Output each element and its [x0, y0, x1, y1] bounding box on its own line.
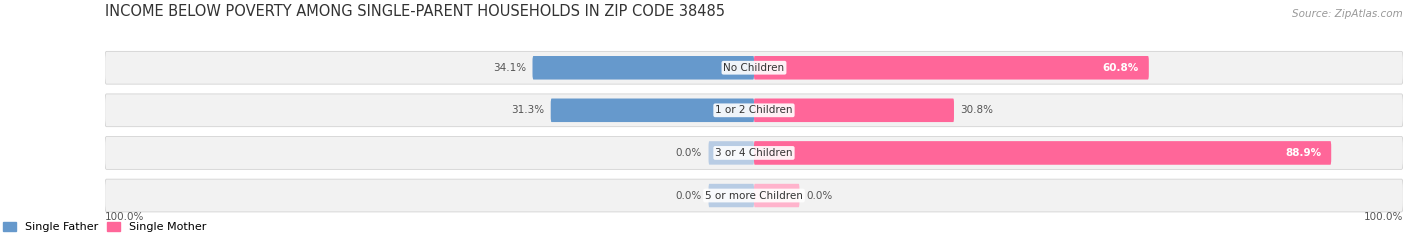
Text: No Children: No Children — [724, 63, 785, 73]
Text: INCOME BELOW POVERTY AMONG SINGLE-PARENT HOUSEHOLDS IN ZIP CODE 38485: INCOME BELOW POVERTY AMONG SINGLE-PARENT… — [105, 4, 724, 19]
FancyBboxPatch shape — [533, 56, 754, 79]
Text: Source: ZipAtlas.com: Source: ZipAtlas.com — [1292, 9, 1403, 19]
Text: 100.0%: 100.0% — [1364, 212, 1403, 222]
FancyBboxPatch shape — [754, 141, 1331, 165]
FancyBboxPatch shape — [105, 137, 1403, 169]
FancyBboxPatch shape — [105, 51, 1403, 84]
Text: 30.8%: 30.8% — [960, 105, 994, 115]
FancyBboxPatch shape — [754, 56, 1149, 79]
FancyBboxPatch shape — [551, 99, 754, 122]
FancyBboxPatch shape — [105, 94, 1403, 127]
FancyBboxPatch shape — [533, 56, 754, 79]
FancyBboxPatch shape — [754, 56, 1149, 79]
Text: 0.0%: 0.0% — [806, 191, 832, 201]
Text: 5 or more Children: 5 or more Children — [704, 191, 803, 201]
Legend: Single Father, Single Mother: Single Father, Single Mother — [3, 222, 207, 233]
Text: 31.3%: 31.3% — [512, 105, 544, 115]
Text: 0.0%: 0.0% — [676, 148, 702, 158]
FancyBboxPatch shape — [754, 141, 1331, 165]
FancyBboxPatch shape — [754, 99, 953, 122]
Text: 0.0%: 0.0% — [676, 191, 702, 201]
FancyBboxPatch shape — [709, 184, 754, 207]
Text: 3 or 4 Children: 3 or 4 Children — [716, 148, 793, 158]
FancyBboxPatch shape — [754, 99, 953, 122]
FancyBboxPatch shape — [105, 179, 1403, 212]
Text: 1 or 2 Children: 1 or 2 Children — [716, 105, 793, 115]
Text: 60.8%: 60.8% — [1102, 63, 1139, 73]
FancyBboxPatch shape — [551, 99, 754, 122]
Text: 88.9%: 88.9% — [1285, 148, 1322, 158]
Text: 100.0%: 100.0% — [105, 212, 145, 222]
Text: 34.1%: 34.1% — [494, 63, 526, 73]
FancyBboxPatch shape — [709, 141, 754, 165]
FancyBboxPatch shape — [754, 184, 800, 207]
